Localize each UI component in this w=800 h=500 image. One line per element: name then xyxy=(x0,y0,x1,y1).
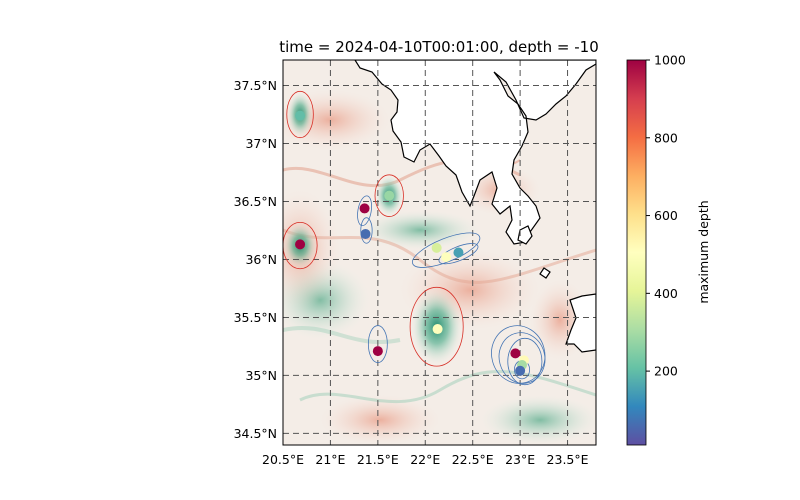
map-frame xyxy=(282,59,597,446)
eddy-center-marker xyxy=(453,247,464,258)
eddy-center-marker xyxy=(360,228,371,239)
cyclonic-eddy-contour xyxy=(357,195,373,227)
cyclonic-eddy-contour xyxy=(438,243,479,265)
cyclonic-eddy-contour xyxy=(360,217,373,244)
colorbar-tick-label: 600 xyxy=(654,208,678,223)
lon-tick-label: 21.5°E xyxy=(357,452,399,467)
eddy-contours xyxy=(283,90,546,386)
lat-tick-label: 34.5°N xyxy=(234,426,277,441)
islet-east xyxy=(539,267,551,279)
lat-axis-labels: 37.5°N 37°N 36.5°N 36°N 35.5°N 35°N 34.5°N xyxy=(234,78,277,441)
lat-tick-label: 36.5°N xyxy=(234,194,277,209)
colorbar-gradient xyxy=(626,59,647,446)
lat-tick-label: 36°N xyxy=(245,252,277,267)
eddy-center-marker xyxy=(432,324,443,335)
colorbar-tick-label: 1000 xyxy=(654,53,686,68)
eddy-centers xyxy=(295,110,529,376)
eddy-center-marker xyxy=(384,190,395,201)
lon-tick-label: 21°E xyxy=(315,452,345,467)
land-layer xyxy=(354,60,596,353)
cyclonic-eddy-contour xyxy=(507,337,543,386)
anticyclonic-eddy-contour xyxy=(374,174,404,217)
crete-island xyxy=(565,293,596,353)
lon-tick-label: 23.5°E xyxy=(547,452,589,467)
anticyclonic-eddy-contour xyxy=(409,286,464,367)
colorbar-ticks: 200 400 600 800 1000 xyxy=(646,53,686,379)
lat-tick-label: 37.5°N xyxy=(234,78,277,93)
cyclonic-eddy-contour xyxy=(367,325,388,364)
lon-tick-label: 20.5°E xyxy=(262,452,304,467)
eddy-center-marker xyxy=(431,242,442,253)
lon-tick-label: 22.5°E xyxy=(452,452,494,467)
eddy-center-marker xyxy=(372,346,383,357)
colorbar-tick-label: 200 xyxy=(654,364,678,379)
gridlines xyxy=(283,60,596,445)
anticyclonic-eddy-contour xyxy=(286,90,314,139)
colorbar-label: maximum depth xyxy=(696,200,711,303)
figure-title: time = 2024-04-10T00:01:00, depth = -10 xyxy=(279,38,599,56)
kythira-island xyxy=(517,225,533,245)
peloponnese-landmass xyxy=(354,60,596,245)
lat-tick-label: 35°N xyxy=(245,368,277,383)
map-panel xyxy=(283,60,596,445)
eddy-center-marker xyxy=(515,365,526,376)
eddy-center-marker xyxy=(295,239,306,250)
anticyclonic-eddy-contour xyxy=(283,221,318,270)
eddy-center-marker xyxy=(359,203,370,214)
lat-tick-label: 37°N xyxy=(245,136,277,151)
lon-axis-labels: 20.5°E 21°E 21.5°E 22°E 22.5°E 23°E 23.5°E xyxy=(262,452,589,467)
colorbar: 200 400 600 800 1000 maximum depth xyxy=(626,53,711,446)
lon-tick-label: 22°E xyxy=(410,452,440,467)
colorbar-tick-label: 400 xyxy=(654,286,678,301)
cyclonic-eddy-contour xyxy=(491,325,546,384)
lon-tick-label: 23°E xyxy=(505,452,535,467)
lat-tick-label: 35.5°N xyxy=(234,310,277,325)
eddy-center-marker xyxy=(441,252,452,263)
cyclonic-eddy-contour xyxy=(412,232,481,268)
colorbar-tick-label: 800 xyxy=(654,130,678,145)
eddy-center-marker xyxy=(510,348,521,359)
eddy-center-marker xyxy=(295,110,306,121)
cyclonic-eddy-contour xyxy=(498,332,546,384)
